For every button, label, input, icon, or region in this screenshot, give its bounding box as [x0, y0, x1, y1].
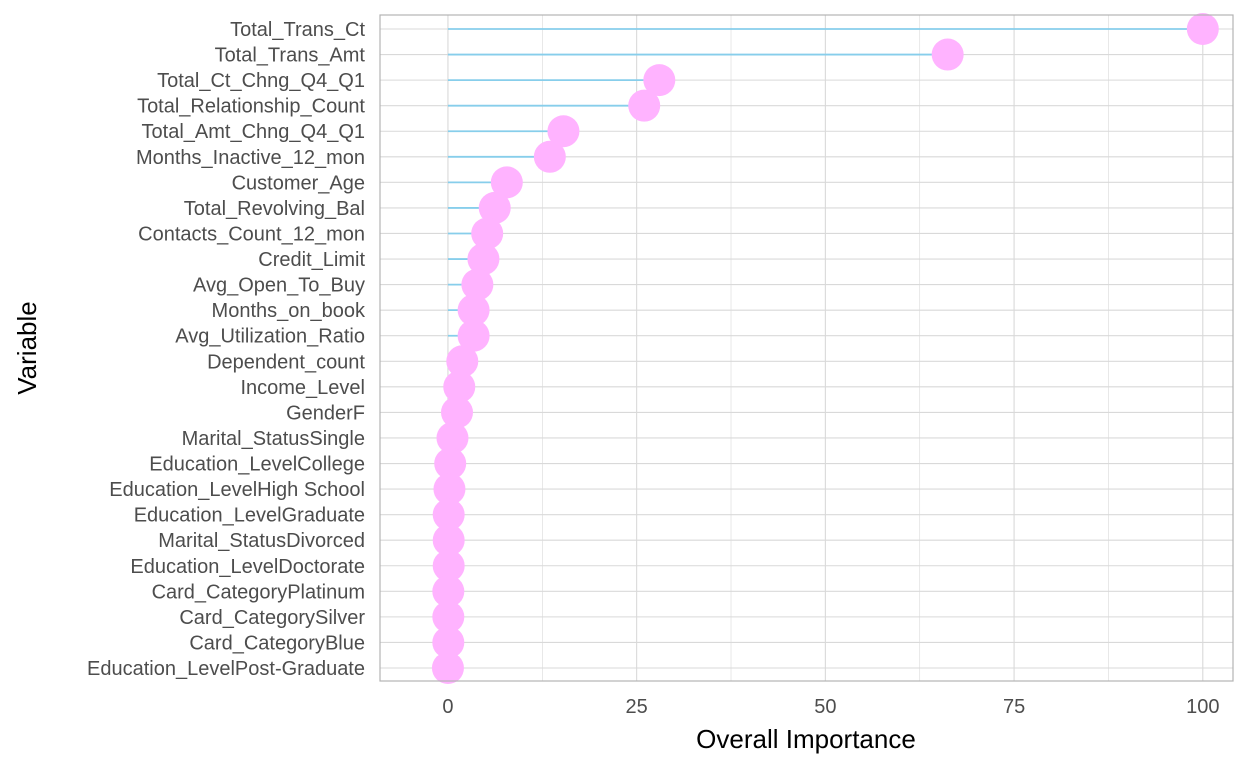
- y-tick-label: Total_Revolving_Bal: [184, 198, 365, 220]
- y-tick-label: Total_Trans_Ct: [230, 19, 365, 41]
- lollipop-point: [467, 243, 500, 276]
- y-tick-label: Total_Relationship_Count: [137, 96, 365, 118]
- lollipop-point: [431, 652, 464, 684]
- y-tick-label: Education_LevelDoctorate: [130, 556, 365, 578]
- y-tick-label: Education_LevelPost-Graduate: [87, 658, 365, 680]
- y-tick-label: Card_CategoryPlatinum: [152, 581, 365, 603]
- y-tick-label: Card_CategorySilver: [179, 607, 365, 629]
- x-tick-label: 25: [626, 696, 648, 718]
- y-tick-label: Avg_Open_To_Buy: [193, 275, 365, 297]
- y-tick-label: Marital_StatusDivorced: [158, 530, 365, 552]
- y-tick-label: Education_LevelCollege: [149, 454, 365, 476]
- grid: [380, 15, 1233, 681]
- lollipop-point: [471, 217, 504, 250]
- y-tick-label: Education_LevelHigh School: [109, 479, 365, 501]
- y-tick-label: Marital_StatusSingle: [182, 428, 365, 450]
- lollipop-point: [490, 166, 523, 199]
- lollipop-point: [461, 268, 494, 301]
- lollipop-point: [443, 370, 476, 403]
- lollipop-point: [432, 575, 465, 608]
- x-tick-label: 50: [814, 696, 836, 718]
- x-tick-label: 75: [1003, 696, 1025, 718]
- y-tick-label: Income_Level: [240, 377, 365, 399]
- lollipop-point: [432, 524, 465, 557]
- y-tick-label: Total_Trans_Amt: [215, 45, 366, 67]
- lollipop-point: [533, 140, 566, 173]
- lollipop-point: [457, 294, 490, 327]
- y-tick-label: Contacts_Count_12_mon: [138, 223, 365, 245]
- y-tick-label: Card_CategoryBlue: [189, 632, 365, 654]
- lollipop-point: [1186, 13, 1219, 45]
- lollipop-point: [434, 447, 467, 480]
- lollipop-point: [931, 38, 964, 71]
- points: [431, 13, 1219, 684]
- lollipop-point: [432, 549, 465, 582]
- y-tick-label: Total_Ct_Chng_Q4_Q1: [157, 70, 365, 92]
- lollipop-point: [457, 319, 490, 352]
- lollipop-point: [433, 473, 466, 506]
- lollipop-point: [478, 191, 511, 224]
- y-tick-label: Months_Inactive_12_mon: [136, 147, 365, 169]
- lollipop-point: [446, 345, 479, 378]
- lollipop-point: [440, 396, 473, 429]
- lollipop-point: [643, 64, 676, 97]
- y-tick-label: Months_on_book: [212, 300, 366, 322]
- x-axis-tick-labels: 0 25 50 75 100: [442, 696, 1219, 718]
- x-axis-title: Overall Importance: [696, 724, 916, 754]
- lollipop-point: [436, 421, 469, 454]
- panel-border: [379, 14, 1234, 682]
- y-tick-label: Avg_Utilization_Ratio: [175, 326, 365, 348]
- lollipop-point: [547, 115, 580, 148]
- y-tick-label: Dependent_count: [207, 351, 365, 373]
- y-axis-title: Variable: [12, 301, 42, 394]
- y-axis-tick-labels: Total_Trans_Ct Total_Trans_Amt Total_Ct_Ch…: [87, 19, 366, 680]
- y-tick-label: Total_Amt_Chng_Q4_Q1: [142, 121, 365, 143]
- x-tick-label: 0: [442, 696, 453, 718]
- y-tick-label: Education_LevelGraduate: [134, 505, 365, 527]
- y-tick-label: Customer_Age: [232, 172, 365, 194]
- y-tick-label: GenderF: [286, 402, 365, 424]
- lollipop-point: [432, 600, 465, 633]
- lollipop-point: [628, 89, 661, 122]
- y-tick-label: Credit_Limit: [258, 249, 365, 271]
- lollipop-point: [432, 626, 465, 659]
- lollipop-point: [432, 498, 465, 531]
- x-tick-label: 100: [1186, 696, 1219, 718]
